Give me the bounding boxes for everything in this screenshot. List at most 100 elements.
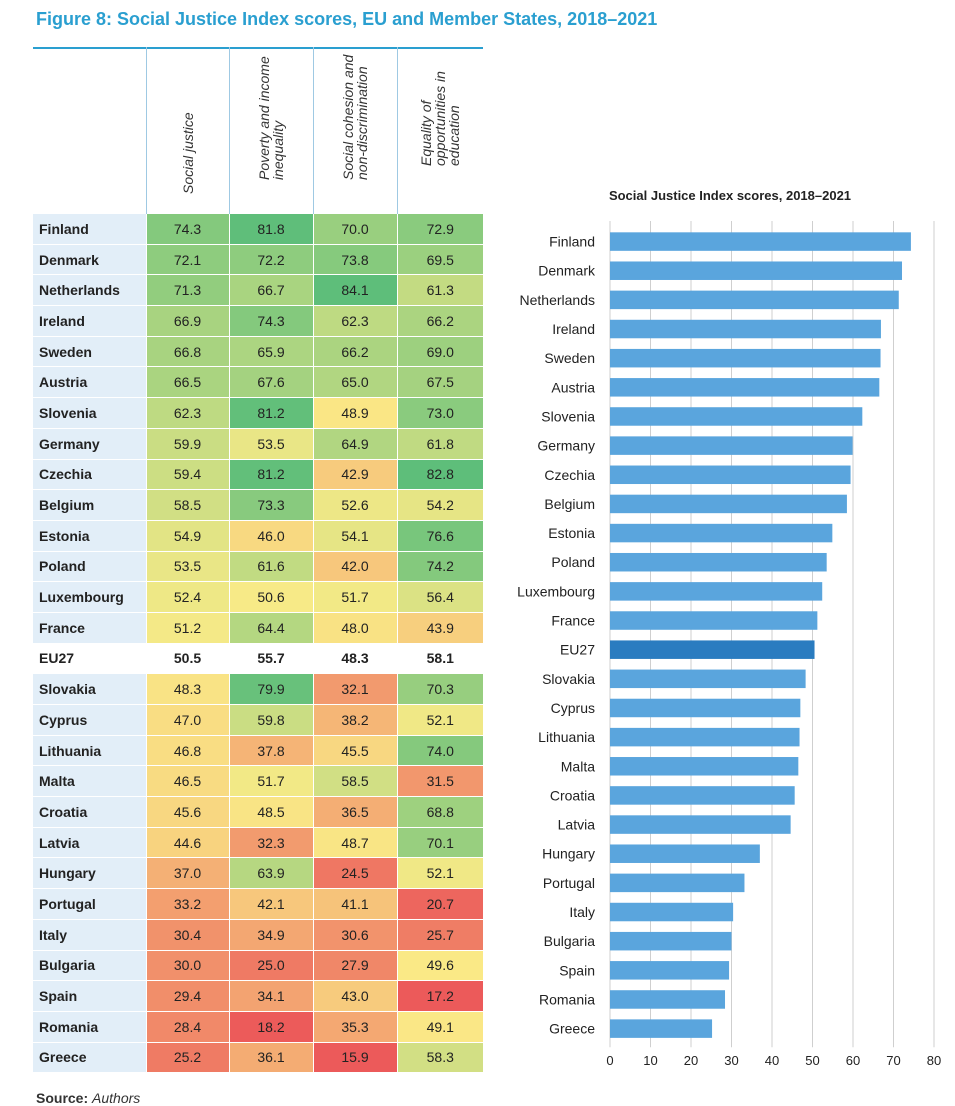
score-cell: 58.3 [396, 1042, 483, 1074]
table-row: Estonia 54.9 46.0 54.1 76.6 [33, 520, 483, 552]
bar [610, 378, 880, 397]
score-cell: 52.4 [145, 581, 229, 613]
bar [610, 727, 800, 747]
score-cell: 58.5 [145, 489, 229, 521]
score-cell: 67.6 [228, 366, 313, 399]
source-text: Authors [92, 1090, 141, 1106]
category-label: Greece [549, 1021, 595, 1037]
table-row: Romania 28.4 18.2 35.3 49.1 [33, 1011, 483, 1043]
column-header: Poverty and income inequality [228, 47, 313, 214]
table-row: Spain 29.4 34.1 43.0 17.2 [33, 980, 483, 1012]
score-cell: 43.0 [312, 980, 397, 1012]
country-cell: Portugal [33, 888, 146, 920]
score-cell: 79.9 [228, 673, 313, 705]
column-header-line: Social justice [179, 112, 196, 194]
table-row: Malta 46.5 51.7 58.5 31.5 [33, 765, 483, 798]
score-cell: 37.0 [145, 857, 229, 890]
score-cell: 48.5 [228, 796, 313, 828]
figure-title: Figure 8: Social Justice Index scores, E… [36, 9, 658, 29]
score-cell: 32.3 [228, 827, 313, 859]
score-cell: 81.2 [228, 459, 313, 491]
category-label: Malta [561, 758, 595, 774]
bar [610, 1019, 713, 1038]
country-cell: Luxembourg [33, 581, 146, 613]
score-cell: 53.5 [228, 428, 313, 460]
category-label: Hungary [542, 846, 595, 862]
table-row: Cyprus 47.0 59.8 38.2 52.1 [33, 704, 483, 736]
category-label: Poland [551, 554, 595, 570]
x-tick-label: 70 [886, 1053, 900, 1068]
table-row: Poland 53.5 61.6 42.0 74.2 [33, 551, 483, 583]
table-row: Hungary 37.0 63.9 24.5 52.1 [33, 857, 483, 890]
table-row: Germany 59.9 53.5 64.9 61.8 [33, 428, 483, 460]
table-row: Finland 74.3 81.8 70.0 72.9 [33, 214, 483, 245]
category-label: Italy [569, 904, 595, 920]
category-label: Czechia [544, 467, 595, 483]
score-cell: 28.4 [145, 1011, 229, 1043]
category-label: Luxembourg [517, 583, 595, 599]
category-label: France [551, 613, 595, 629]
country-cell: Italy [33, 919, 146, 951]
column-header: Equality of opportunities in education [396, 47, 483, 214]
country-cell: Slovakia [33, 673, 146, 705]
score-cell: 47.0 [145, 704, 229, 736]
score-cell: 70.3 [396, 673, 483, 705]
source-label: Source: [36, 1090, 89, 1106]
score-cell: 25.2 [145, 1042, 229, 1074]
score-cell: 43.9 [396, 612, 483, 644]
score-cell: 51.2 [145, 612, 229, 644]
score-cell: 66.8 [145, 336, 229, 368]
score-cell: 54.9 [145, 520, 229, 552]
score-cell: 73.3 [228, 489, 313, 521]
score-cell: 24.5 [312, 857, 397, 890]
score-cell: 76.6 [396, 520, 483, 552]
bar [610, 611, 818, 630]
x-tick-label: 40 [765, 1053, 779, 1068]
score-cell: 55.7 [228, 643, 313, 675]
category-label: Germany [537, 438, 595, 454]
score-cell: 25.7 [396, 919, 483, 951]
bar [610, 815, 791, 834]
score-cell: 46.5 [145, 765, 229, 798]
column-header-line: inequality [270, 120, 286, 180]
category-label: Cyprus [551, 700, 595, 716]
source-note: Source: Authors [36, 1090, 140, 1106]
bar [610, 407, 863, 426]
x-tick-label: 30 [724, 1053, 738, 1068]
bar [610, 931, 732, 951]
category-label: Bulgaria [544, 933, 596, 949]
bar [610, 348, 881, 368]
column-header-line: Poverty and income [256, 56, 272, 180]
score-cell: 65.9 [228, 336, 313, 368]
score-cell: 34.9 [228, 919, 313, 951]
bar [610, 290, 899, 310]
score-cell: 74.3 [145, 214, 229, 245]
category-labels: Finland Denmark Netherlands Ireland Sweden Au… [517, 234, 596, 1037]
score-cell: 62.3 [312, 305, 397, 337]
score-cell: 61.8 [396, 428, 483, 460]
country-cell: Austria [33, 366, 146, 399]
country-cell: Malta [33, 765, 146, 798]
bar [610, 494, 847, 514]
score-cell: 66.2 [396, 305, 483, 337]
column-header-line: education [446, 105, 463, 166]
score-cell: 74.3 [228, 305, 313, 337]
country-cell: Romania [33, 1011, 146, 1043]
category-label: EU27 [560, 642, 595, 658]
category-label: Croatia [550, 787, 595, 803]
score-cell: 45.6 [145, 796, 229, 828]
bar [610, 552, 827, 572]
category-label: Belgium [544, 496, 595, 512]
country-cell: Slovenia [33, 397, 146, 429]
category-label: Finland [549, 234, 595, 250]
score-cell: 42.9 [312, 459, 397, 491]
table-row: Luxembourg 52.4 50.6 51.7 56.4 [33, 581, 483, 613]
category-label: Slovakia [542, 671, 595, 687]
score-cell: 73.0 [396, 397, 483, 429]
score-cell: 32.1 [312, 673, 397, 705]
score-cell: 73.8 [312, 244, 397, 276]
bar [610, 698, 801, 718]
bar [610, 844, 760, 863]
score-cell: 48.3 [312, 643, 397, 675]
category-label: Spain [559, 962, 595, 978]
